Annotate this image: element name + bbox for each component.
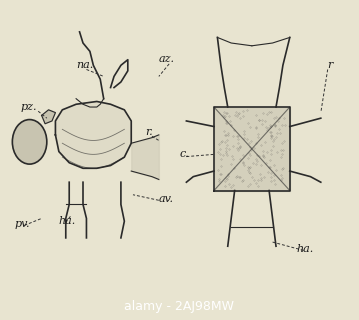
Polygon shape	[214, 107, 290, 191]
Text: ha.: ha.	[59, 216, 76, 226]
Text: az.: az.	[159, 54, 175, 65]
Text: pv.: pv.	[14, 219, 29, 229]
Text: na.: na.	[76, 60, 93, 70]
Text: c.: c.	[180, 149, 189, 159]
Text: alamy - 2AJ98MW: alamy - 2AJ98MW	[125, 300, 234, 313]
Text: r.: r.	[145, 127, 153, 137]
Polygon shape	[42, 110, 55, 124]
Text: pz.: pz.	[21, 102, 37, 112]
Text: av.: av.	[159, 194, 174, 204]
Ellipse shape	[12, 120, 47, 164]
Text: r: r	[328, 60, 333, 70]
Text: ha.: ha.	[297, 244, 314, 254]
Polygon shape	[55, 101, 131, 168]
